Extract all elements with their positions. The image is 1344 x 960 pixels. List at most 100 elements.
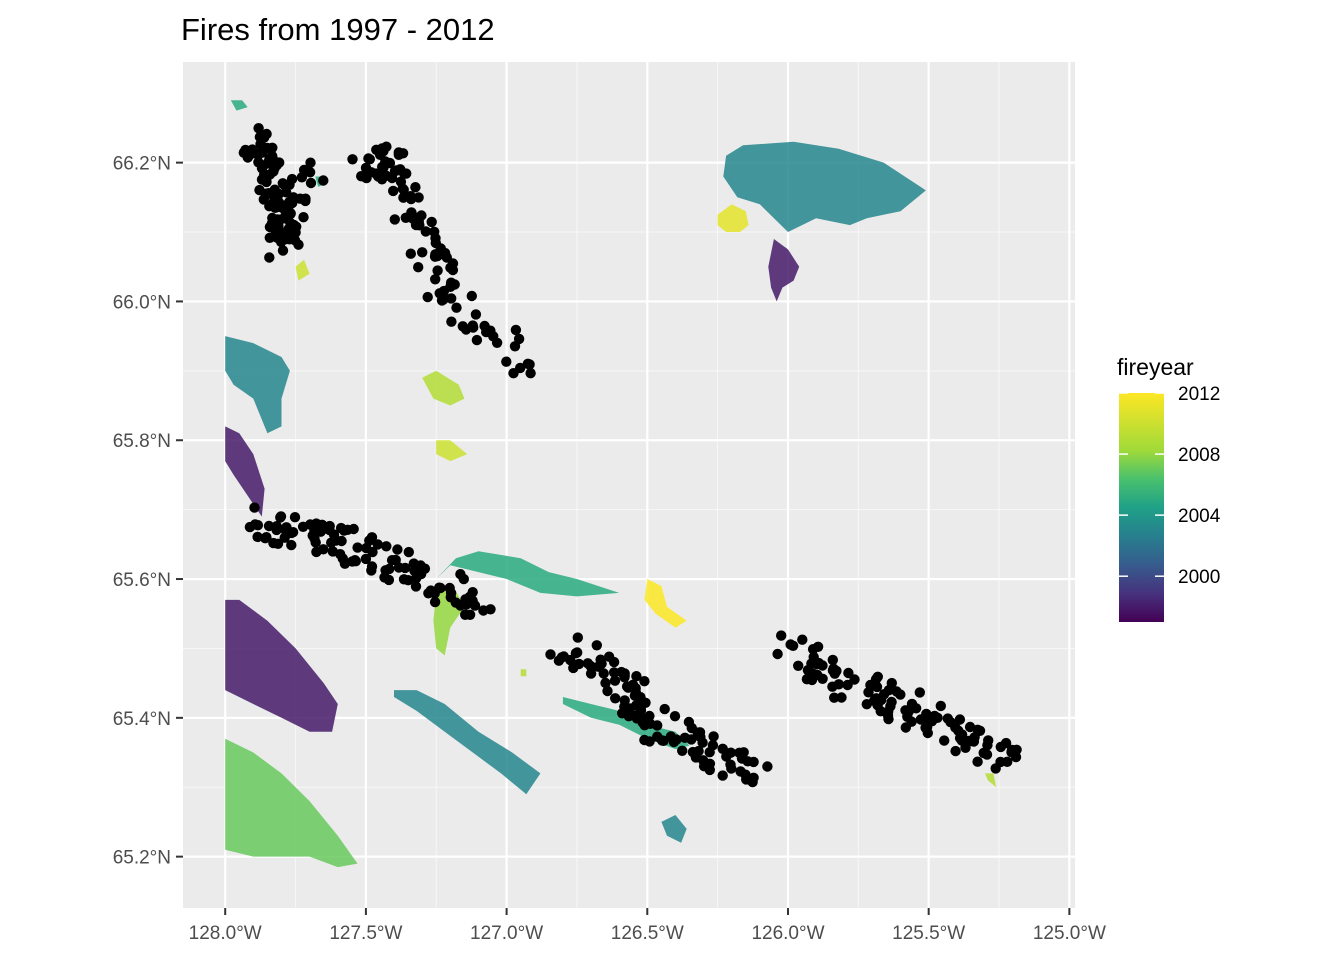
fire-perimeter-layer bbox=[225, 100, 997, 868]
fire-hotspot bbox=[245, 149, 256, 160]
x-tick-label: 125.5°W bbox=[892, 923, 965, 944]
fire-hotspot bbox=[522, 358, 534, 369]
fire-hotspot bbox=[361, 542, 372, 554]
fire-hotspot bbox=[410, 182, 421, 193]
fire-hotspot bbox=[405, 248, 416, 259]
y-tick-label: 66.2°N bbox=[113, 154, 171, 175]
x-tick-label: 127.5°W bbox=[329, 923, 402, 944]
fire-hotspot bbox=[1002, 756, 1013, 767]
fire-perimeter bbox=[985, 773, 997, 788]
fire-hotspot bbox=[446, 293, 457, 304]
x-tick-label: 125.0°W bbox=[1033, 923, 1106, 944]
fire-hotspot bbox=[831, 665, 842, 677]
fire-hotspot bbox=[600, 677, 611, 689]
fire-hotspot bbox=[833, 679, 844, 690]
fire-hotspot bbox=[318, 175, 329, 186]
fire-hotspot bbox=[446, 316, 457, 327]
fire-hotspot bbox=[609, 675, 621, 686]
fire-hotspot bbox=[882, 710, 894, 721]
fire-hotspot bbox=[381, 541, 392, 552]
fire-hotspot bbox=[412, 212, 423, 223]
fire-hotspot bbox=[954, 714, 966, 725]
fire-hotspot bbox=[391, 165, 402, 176]
fire-hotspot bbox=[932, 712, 943, 723]
fire-hotspot bbox=[253, 149, 264, 161]
fire-hotspot bbox=[972, 756, 983, 767]
fire-hotspot bbox=[817, 660, 828, 671]
fire-hotspot bbox=[254, 131, 266, 143]
hotspot-layer bbox=[238, 123, 1022, 788]
fire-hotspot bbox=[707, 740, 719, 751]
fire-hotspot bbox=[264, 252, 275, 263]
fire-perimeter bbox=[225, 336, 290, 434]
fire-hotspot bbox=[349, 555, 361, 566]
fire-hotspot bbox=[883, 685, 894, 696]
x-axis: 128.0°W 127.5°W 127.0°W 126.5°W 126.0°W 125.5… bbox=[189, 908, 1106, 944]
fire-hotspot bbox=[283, 209, 295, 221]
fire-hotspot bbox=[950, 722, 961, 733]
fire-hotspot bbox=[420, 226, 431, 237]
fire-hotspot bbox=[423, 588, 434, 599]
fire-hotspot bbox=[793, 660, 804, 671]
fire-hotspot bbox=[485, 604, 496, 615]
fire-hotspot bbox=[403, 575, 414, 586]
fire-hotspot bbox=[785, 639, 796, 650]
fire-hotspot bbox=[286, 539, 297, 551]
fire-hotspot bbox=[438, 294, 449, 305]
legend-tick-label: 2000 bbox=[1178, 567, 1220, 588]
fire-hotspot bbox=[410, 581, 422, 592]
fire-hotspot bbox=[272, 538, 284, 549]
fire-hotspot bbox=[556, 652, 568, 663]
fire-hotspot bbox=[914, 687, 925, 698]
fire-hotspot bbox=[318, 544, 329, 555]
fire-hotspot bbox=[311, 518, 322, 529]
fire-hotspot bbox=[372, 539, 383, 550]
fire-hotspot bbox=[677, 745, 688, 756]
fire-hotspot bbox=[395, 176, 407, 187]
fire-perimeter bbox=[723, 141, 926, 232]
fire-hotspot bbox=[623, 711, 634, 722]
fire-hotspot bbox=[639, 676, 650, 687]
fire-perimeter bbox=[644, 579, 687, 628]
fire-hotspot bbox=[271, 524, 282, 536]
fire-hotspot bbox=[260, 533, 271, 544]
fire-perimeter bbox=[422, 370, 465, 406]
fire-hotspot bbox=[966, 735, 977, 747]
fire-hotspot bbox=[284, 196, 295, 208]
fire-hotspot bbox=[585, 668, 597, 679]
fire-hotspot bbox=[629, 690, 641, 701]
fire-hotspot bbox=[593, 661, 604, 672]
fire-hotspot bbox=[445, 587, 457, 599]
fire-hotspot bbox=[935, 700, 946, 712]
fire-hotspot bbox=[871, 681, 883, 693]
plot-panel bbox=[183, 62, 1075, 908]
fire-hotspot bbox=[458, 573, 469, 585]
fire-hotspot bbox=[267, 142, 278, 153]
fire-hotspot bbox=[843, 667, 854, 679]
fire-hotspot bbox=[378, 169, 389, 180]
fire-hotspot bbox=[305, 177, 317, 189]
legend-tick-label: 2008 bbox=[1178, 445, 1220, 466]
fire-hotspot bbox=[610, 693, 621, 704]
fire-hotspot bbox=[983, 735, 994, 746]
fire-perimeter bbox=[436, 440, 468, 462]
fire-perimeter bbox=[661, 815, 687, 843]
fire-hotspot bbox=[275, 511, 287, 522]
fire-hotspot bbox=[366, 532, 378, 543]
fire-hotspot bbox=[417, 247, 428, 258]
fire-hotspot bbox=[704, 764, 715, 776]
fire-hotspot bbox=[591, 640, 602, 651]
fire-hotspot bbox=[717, 743, 728, 754]
fire-hotspot bbox=[430, 233, 441, 244]
y-axis: 65.2°N 65.4°N 65.6°N 65.8°N 66.0°N 66.2°N bbox=[113, 154, 183, 869]
fire-hotspot bbox=[665, 731, 677, 742]
fire-hotspot bbox=[469, 600, 481, 611]
legend-colorbar bbox=[1119, 393, 1164, 622]
fire-hotspot bbox=[400, 212, 411, 223]
fire-hotspot bbox=[738, 747, 749, 758]
fire-hotspot bbox=[870, 674, 882, 685]
fire-hotspot bbox=[305, 157, 316, 168]
fire-hotspot bbox=[254, 184, 265, 196]
fire-hotspot bbox=[289, 235, 301, 246]
fire-hotspot bbox=[253, 123, 264, 134]
